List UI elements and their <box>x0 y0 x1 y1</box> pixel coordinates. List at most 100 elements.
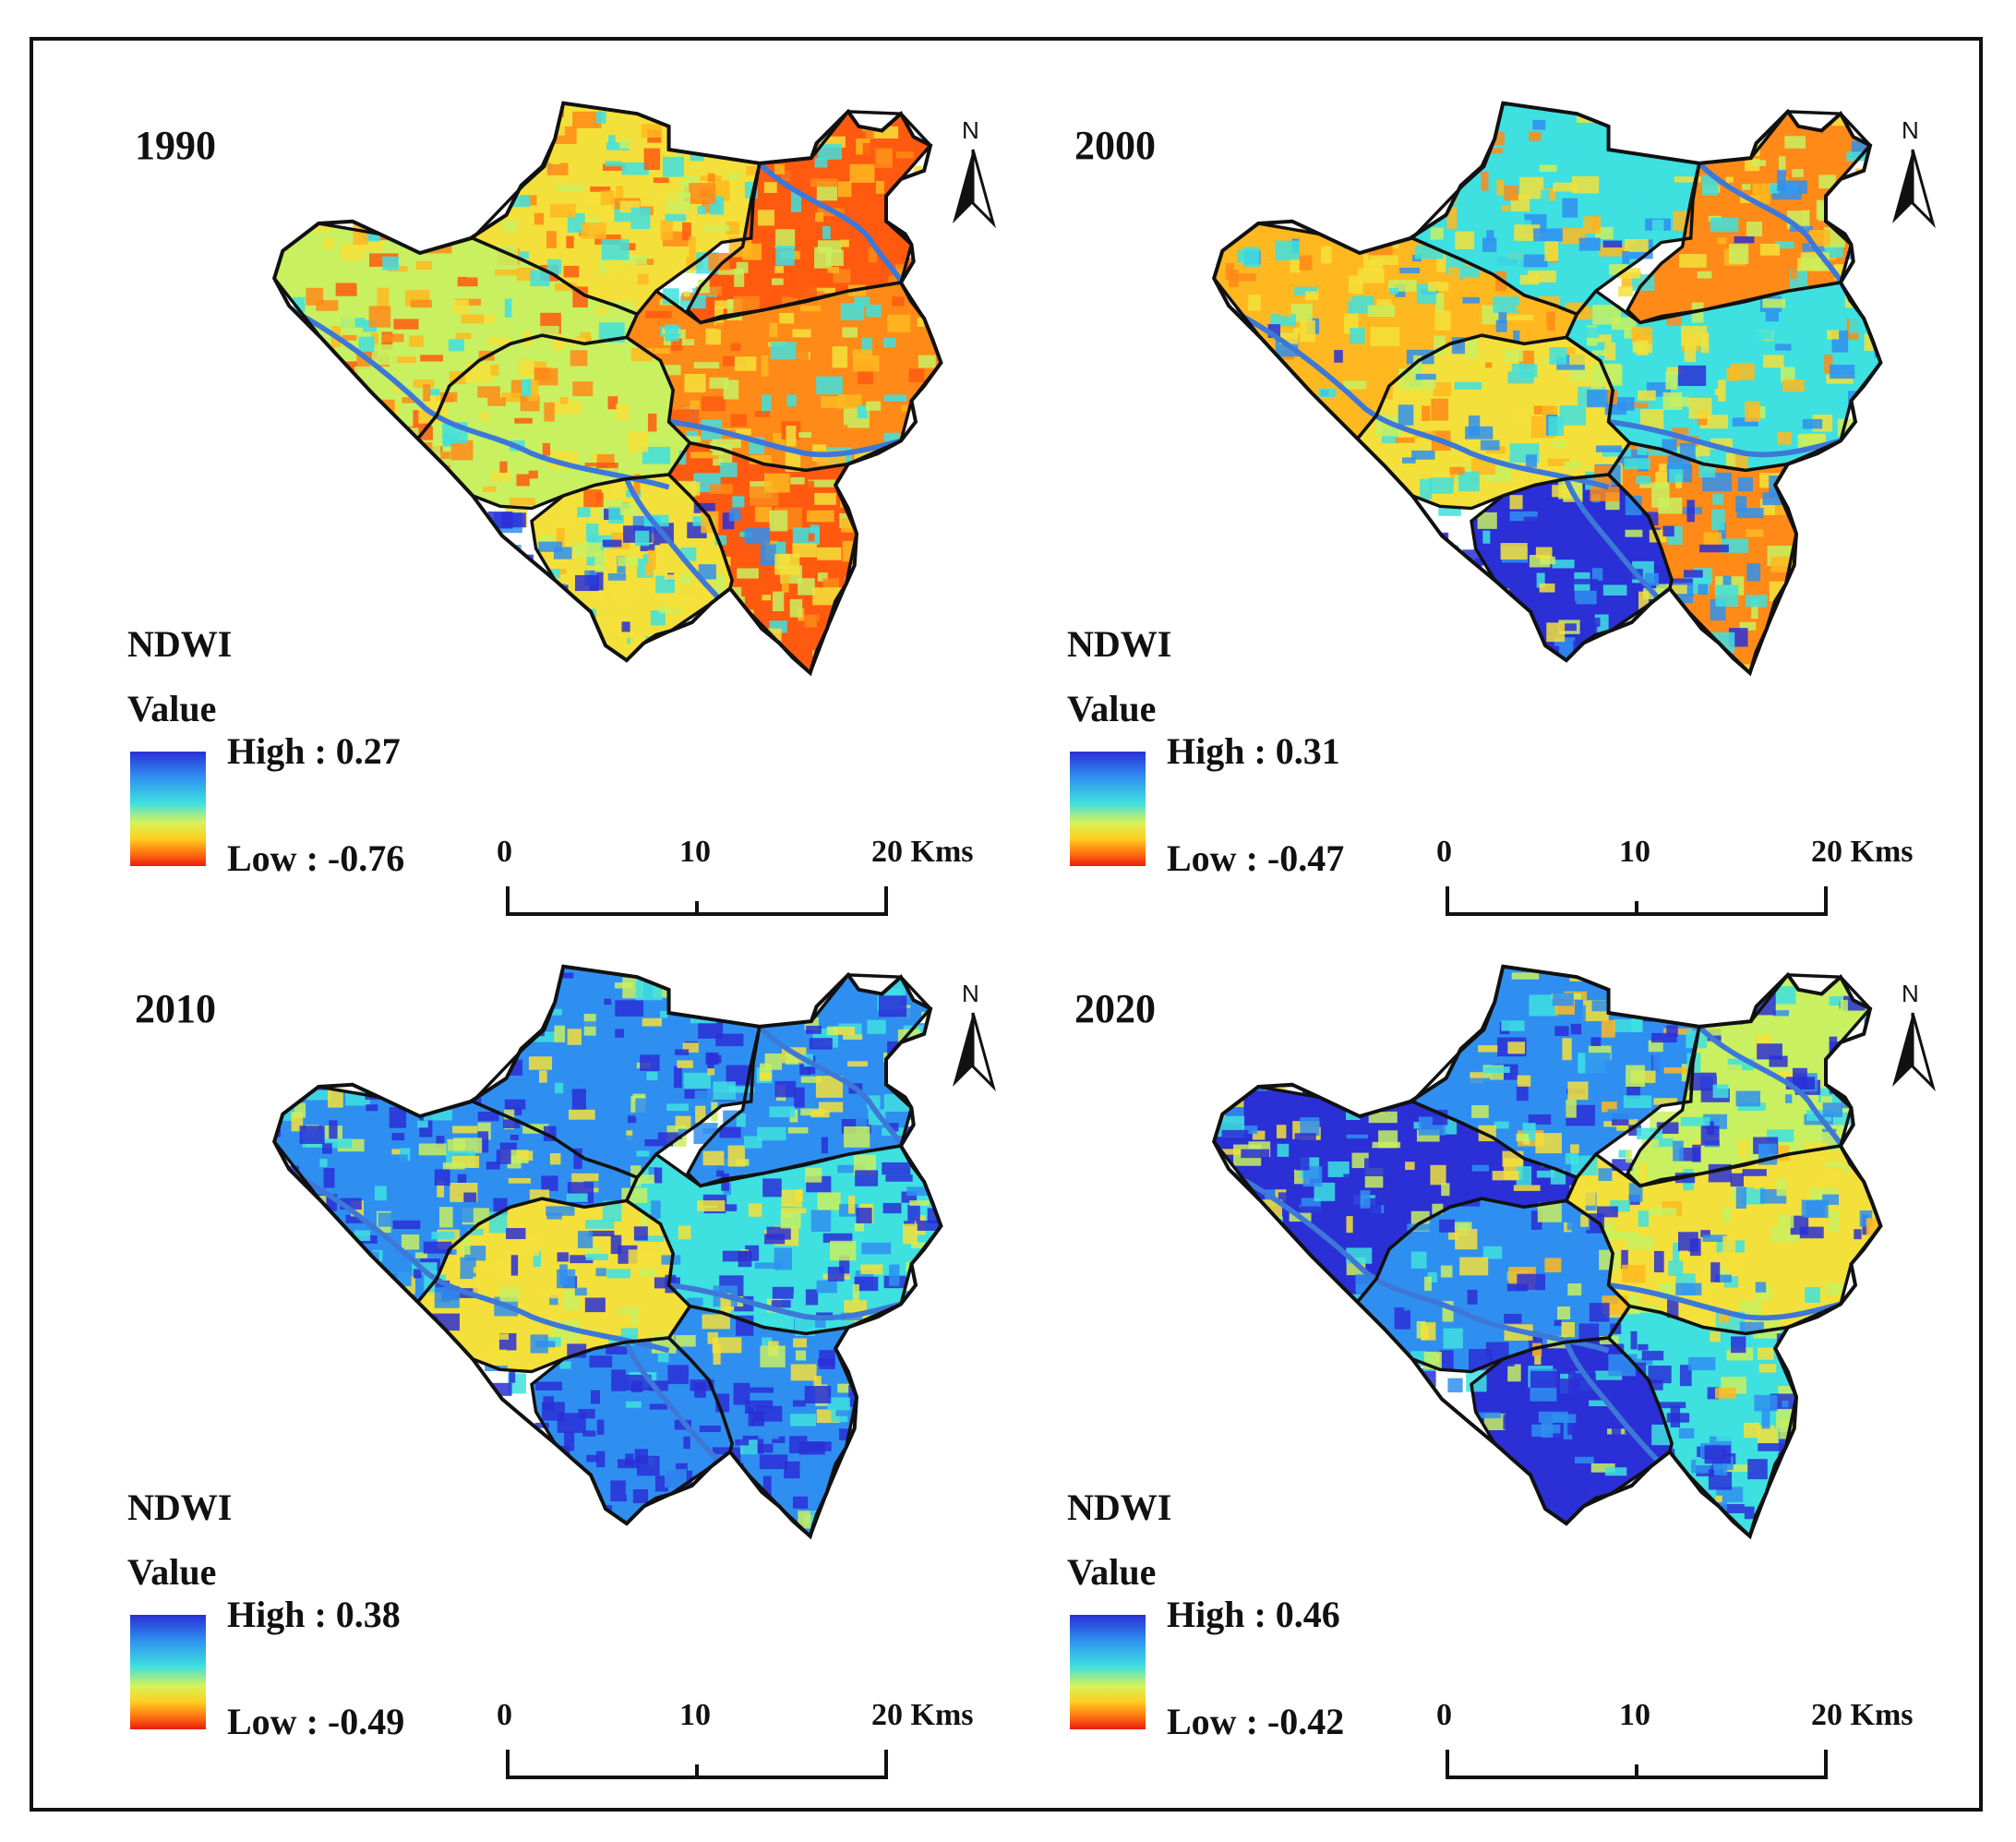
raster-patch <box>1227 179 1242 187</box>
raster-patch <box>807 510 834 523</box>
raster-patch <box>400 1428 427 1440</box>
raster-patch <box>1705 680 1713 686</box>
raster-patch <box>1841 1404 1854 1423</box>
raster-patch <box>734 356 757 371</box>
raster-patch <box>1539 583 1555 593</box>
raster-patch <box>1509 1517 1523 1536</box>
raster-patch <box>635 1235 665 1242</box>
raster-patch <box>279 542 291 552</box>
raster-patch <box>1300 988 1309 1005</box>
raster-patch <box>392 1471 402 1485</box>
raster-patch <box>442 1162 465 1170</box>
north-arrow-icon <box>1892 1012 1936 1092</box>
raster-patch <box>1852 567 1877 579</box>
raster-patch <box>930 668 942 673</box>
raster-patch <box>1585 327 1600 338</box>
raster-patch <box>1423 621 1450 641</box>
raster-patch <box>368 306 391 328</box>
raster-patch <box>1622 1264 1646 1283</box>
raster-patch <box>563 265 580 278</box>
raster-patch <box>550 1523 559 1536</box>
raster-patch <box>937 1252 942 1266</box>
raster-patch <box>1388 287 1398 295</box>
raster-patch <box>1346 523 1364 545</box>
raster-patch <box>584 1297 606 1313</box>
raster-patch <box>1607 1109 1636 1120</box>
raster-patch <box>1314 537 1335 554</box>
raster-patch <box>1264 165 1278 183</box>
raster-patch <box>1785 1464 1813 1487</box>
raster-patch <box>330 437 361 447</box>
raster-patch <box>1564 461 1580 469</box>
raster-patch <box>1252 618 1264 632</box>
raster-patch <box>393 579 421 593</box>
raster-patch <box>1469 1458 1489 1464</box>
raster-patch <box>552 648 568 671</box>
raster-patch <box>1389 1491 1414 1514</box>
raster-patch <box>1215 1229 1229 1238</box>
raster-patch <box>804 1319 826 1329</box>
raster-patch <box>306 1199 317 1213</box>
raster-patch <box>279 1001 308 1021</box>
raster-patch <box>400 1366 427 1383</box>
raster-patch <box>1240 633 1255 640</box>
raster-patch <box>1364 1052 1389 1072</box>
raster-patch <box>1238 1519 1262 1536</box>
raster-patch <box>713 1081 736 1101</box>
raster-patch <box>292 255 304 265</box>
raster-patch <box>1456 618 1470 641</box>
raster-patch <box>721 428 751 436</box>
raster-patch <box>1842 1310 1851 1320</box>
raster-patch <box>792 276 817 298</box>
raster-patch <box>1247 483 1263 501</box>
raster-patch <box>1355 1545 1367 1551</box>
raster-patch <box>452 299 469 314</box>
raster-patch <box>518 583 534 588</box>
raster-patch <box>475 1487 500 1503</box>
raster-patch <box>1844 568 1858 590</box>
raster-patch <box>1726 452 1735 467</box>
raster-patch <box>726 221 739 235</box>
raster-patch <box>1830 1308 1844 1329</box>
raster-patch <box>1864 333 1874 352</box>
raster-patch <box>1438 1508 1463 1531</box>
raster-patch <box>316 300 339 311</box>
raster-patch <box>348 1038 374 1048</box>
raster-patch <box>707 1534 719 1536</box>
district-boundary <box>415 1197 692 1374</box>
raster-patch <box>838 425 848 440</box>
raster-patch <box>1559 623 1577 632</box>
figure-frame: 1990 N NDWI Value High : 0.27 Low : -0.7… <box>30 37 1983 1812</box>
raster-patch <box>401 603 425 623</box>
raster-patch <box>1211 685 1226 702</box>
raster-patch <box>1569 369 1589 381</box>
raster-patch <box>567 212 585 233</box>
raster-patch <box>418 1143 447 1156</box>
raster-patch <box>944 1384 964 1402</box>
raster-patch <box>774 266 784 273</box>
raster-patch <box>542 442 550 456</box>
raster-patch <box>327 1088 343 1108</box>
raster-patch <box>722 1250 748 1262</box>
legend-low-label: Low : -0.47 <box>1167 837 1345 879</box>
raster-patch <box>467 1229 484 1235</box>
raster-patch <box>566 1493 595 1501</box>
raster-patch <box>1214 564 1238 571</box>
raster-patch <box>1676 1041 1685 1049</box>
raster-patch <box>1459 682 1469 694</box>
raster-patch <box>471 201 498 212</box>
raster-patch <box>1566 1532 1586 1536</box>
raster-patch <box>1447 978 1456 994</box>
raster-patch <box>408 148 415 155</box>
raster-patch <box>774 229 796 248</box>
raster-patch <box>714 535 727 546</box>
raster-patch <box>737 568 759 579</box>
raster-patch <box>1649 1208 1677 1216</box>
raster-patch <box>535 1341 556 1348</box>
raster-patch <box>1513 331 1520 342</box>
raster-patch <box>1439 1219 1455 1233</box>
raster-patch <box>1868 966 1881 988</box>
raster-patch <box>1394 559 1419 575</box>
raster-patch <box>1840 506 1854 525</box>
raster-patch <box>1389 1065 1401 1073</box>
